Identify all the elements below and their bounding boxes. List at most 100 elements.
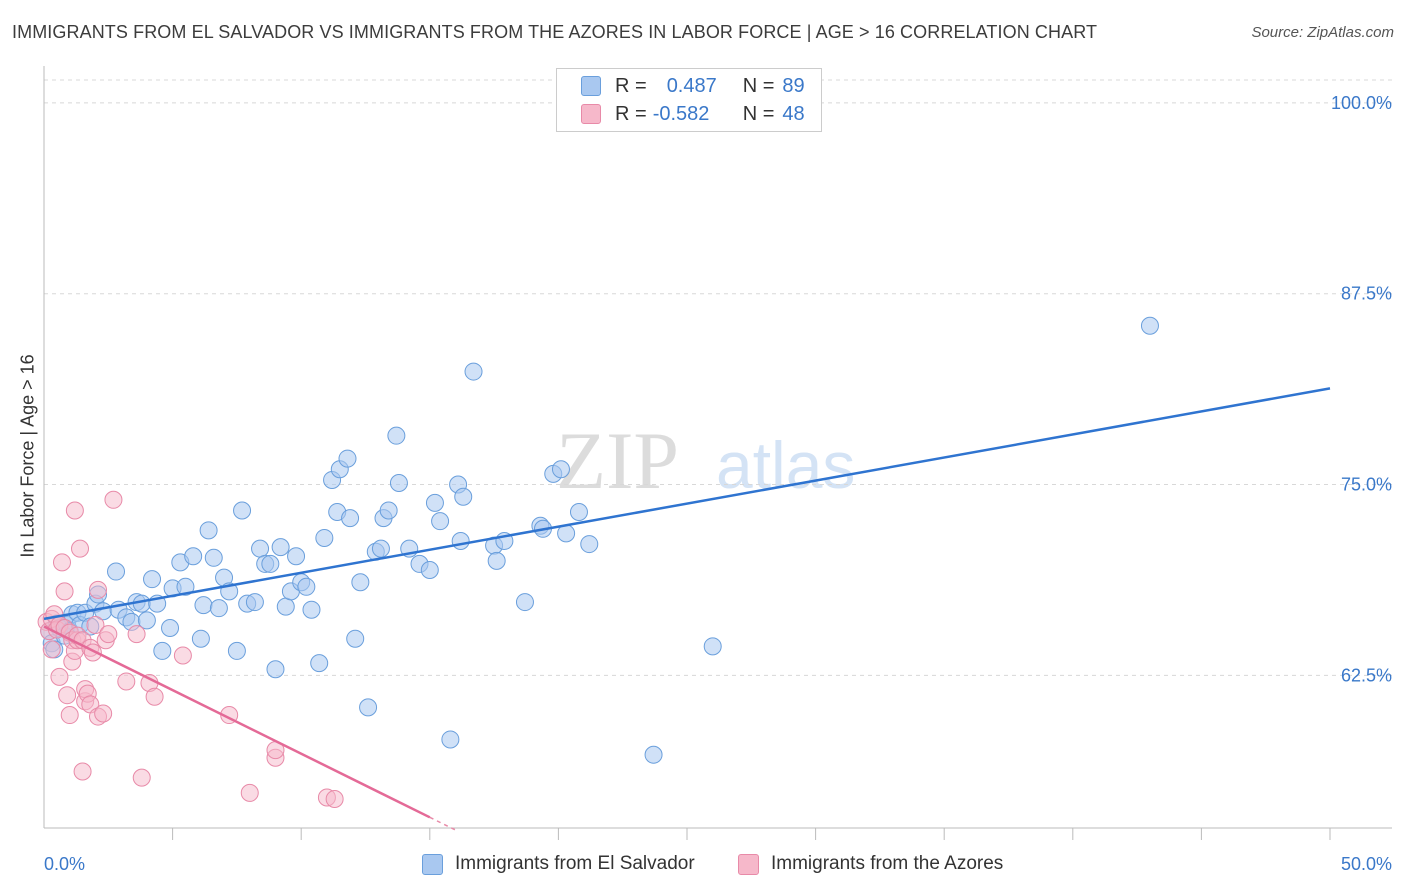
data-point-el-salvador bbox=[199, 521, 218, 540]
data-point-azores bbox=[42, 640, 61, 659]
tick-labels: 62.5% 75.0% 87.5% 100.0% 0.0% 50.0% bbox=[44, 93, 1392, 874]
data-point-el-salvador bbox=[454, 487, 473, 506]
watermark-atlas: atlas bbox=[716, 428, 855, 502]
legend-r-value: -0.582 bbox=[652, 102, 710, 125]
data-point-el-salvador bbox=[153, 641, 172, 660]
legend-swatch-el-salvador bbox=[581, 76, 601, 96]
data-point-el-salvador bbox=[176, 577, 195, 596]
data-point-el-salvador bbox=[425, 493, 444, 512]
data-point-azores bbox=[127, 625, 146, 644]
data-point-el-salvador bbox=[420, 561, 439, 580]
data-point-el-salvador bbox=[251, 539, 270, 558]
data-point-el-salvador bbox=[266, 660, 285, 679]
data-point-el-salvador bbox=[227, 641, 246, 660]
trend-line-el-salvador bbox=[43, 387, 1331, 621]
x-tick-label: 0.0% bbox=[44, 854, 85, 874]
data-point-el-salvador bbox=[310, 654, 329, 673]
legend-n-value: 48 bbox=[782, 102, 805, 125]
bottom-legend-label: Immigrants from El Salvador bbox=[455, 853, 695, 874]
y-tick-label: 87.5% bbox=[1341, 284, 1392, 304]
data-point-el-salvador bbox=[387, 426, 406, 445]
data-point-el-salvador bbox=[359, 698, 378, 717]
data-point-el-salvador bbox=[644, 745, 663, 764]
legend-r-label: R = bbox=[615, 102, 647, 125]
data-point-el-salvador bbox=[515, 593, 534, 612]
data-point-azores bbox=[55, 582, 74, 601]
data-point-el-salvador bbox=[389, 474, 408, 493]
bottom-legend-swatch-azores bbox=[738, 853, 759, 875]
data-point-azores bbox=[71, 539, 90, 558]
data-point-el-salvador bbox=[261, 554, 280, 573]
data-point-el-salvador bbox=[209, 599, 228, 618]
legend: R = 0.487 N = 89 R = -0.582 N = 48 bbox=[556, 68, 822, 132]
data-point-el-salvador bbox=[107, 562, 126, 581]
data-point-el-salvador bbox=[297, 577, 316, 596]
trend-line-azores-extension bbox=[429, 816, 459, 832]
data-point-el-salvador bbox=[137, 611, 156, 630]
bottom-legend-azores: Immigrants from the Azores bbox=[738, 852, 1003, 876]
data-point-el-salvador bbox=[245, 593, 264, 612]
data-point-el-salvador bbox=[271, 538, 290, 557]
data-point-azores bbox=[94, 704, 113, 723]
data-point-el-salvador bbox=[351, 573, 370, 592]
data-point-el-salvador bbox=[191, 629, 210, 648]
y-tick-label: 75.0% bbox=[1341, 475, 1392, 495]
data-point-azores bbox=[145, 687, 164, 706]
legend-row-el-salvador: R = 0.487 N = 89 bbox=[581, 73, 805, 99]
data-point-el-salvador bbox=[287, 547, 306, 566]
data-point-azores bbox=[99, 625, 118, 644]
y-tick-label: 62.5% bbox=[1341, 665, 1392, 685]
legend-r-value: 0.487 bbox=[666, 74, 717, 97]
data-point-el-salvador bbox=[551, 460, 570, 479]
data-point-el-salvador bbox=[379, 501, 398, 520]
data-point-azores bbox=[173, 646, 192, 665]
data-point-azores bbox=[60, 706, 79, 725]
legend-n-label: N = bbox=[742, 102, 775, 125]
data-point-el-salvador bbox=[204, 548, 223, 567]
data-point-el-salvador bbox=[569, 503, 588, 522]
legend-row-azores: R = -0.582 N = 48 bbox=[581, 101, 805, 127]
legend-swatch-azores bbox=[581, 104, 601, 124]
data-point-el-salvador bbox=[580, 535, 599, 554]
axes bbox=[43, 66, 1392, 840]
bottom-legend-label: Immigrants from the Azores bbox=[771, 853, 1004, 874]
data-point-azores bbox=[89, 580, 108, 599]
legend-r-label: R = bbox=[615, 74, 647, 97]
data-point-azores bbox=[132, 768, 151, 787]
data-point-azores bbox=[104, 490, 123, 509]
data-point-azores bbox=[53, 553, 72, 572]
bottom-legend-swatch-el-salvador bbox=[422, 853, 443, 875]
data-point-el-salvador bbox=[371, 539, 390, 558]
data-point-el-salvador bbox=[233, 501, 252, 520]
data-point-el-salvador bbox=[431, 512, 450, 531]
trend-lines bbox=[43, 387, 1331, 832]
data-point-el-salvador bbox=[451, 532, 470, 551]
data-point-el-salvador bbox=[276, 597, 295, 616]
data-point-azores bbox=[117, 672, 136, 691]
watermark-zip: ZIP bbox=[556, 415, 679, 506]
bottom-legend-el-salvador: Immigrants from El Salvador bbox=[422, 852, 695, 876]
data-point-el-salvador bbox=[315, 528, 334, 547]
data-point-el-salvador bbox=[464, 362, 483, 381]
series-el-salvador bbox=[40, 316, 1159, 764]
data-point-el-salvador bbox=[161, 619, 180, 638]
chart-title: IMMIGRANTS FROM EL SALVADOR VS IMMIGRANT… bbox=[12, 22, 1098, 42]
data-point-el-salvador bbox=[341, 509, 360, 528]
x-tick-label: 50.0% bbox=[1341, 854, 1392, 874]
data-point-el-salvador bbox=[143, 570, 162, 589]
data-point-azores bbox=[325, 789, 344, 808]
data-point-el-salvador bbox=[441, 730, 460, 749]
chart-source: Source: ZipAtlas.com bbox=[1251, 24, 1394, 41]
data-point-azores bbox=[50, 667, 69, 686]
y-tick-label: 100.0% bbox=[1331, 93, 1392, 113]
data-point-el-salvador bbox=[703, 637, 722, 656]
data-point-el-salvador bbox=[194, 596, 213, 615]
data-point-el-salvador bbox=[184, 547, 203, 566]
y-axis-label: In Labor Force | Age > 16 bbox=[17, 354, 38, 558]
data-point-azores bbox=[65, 501, 84, 520]
data-point-el-salvador bbox=[487, 551, 506, 570]
trend-line-azores bbox=[43, 625, 431, 819]
legend-n-label: N = bbox=[742, 74, 775, 97]
grid bbox=[44, 79, 1392, 676]
legend-n-value: 89 bbox=[782, 74, 805, 97]
